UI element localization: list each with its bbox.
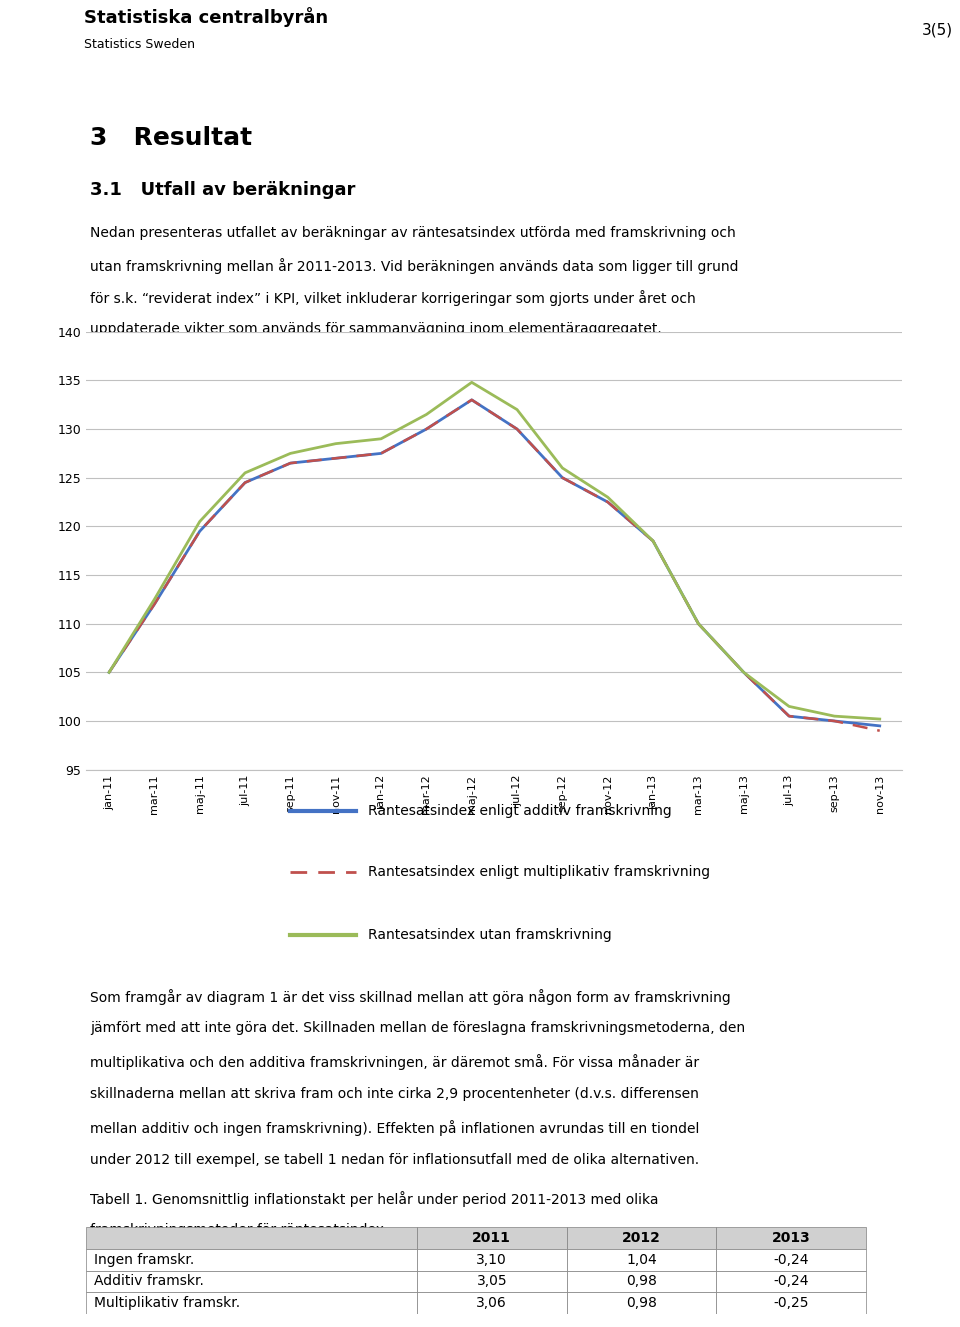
FancyBboxPatch shape — [86, 1271, 417, 1292]
Text: -0,24: -0,24 — [773, 1274, 808, 1289]
FancyBboxPatch shape — [716, 1292, 866, 1314]
Text: utan framskrivning mellan år 2011-2013. Vid beräkningen används data som ligger : utan framskrivning mellan år 2011-2013. … — [90, 259, 738, 275]
Text: 2012: 2012 — [622, 1231, 660, 1245]
Text: 2011: 2011 — [472, 1231, 512, 1245]
Text: -0,24: -0,24 — [773, 1253, 808, 1267]
FancyBboxPatch shape — [716, 1227, 866, 1249]
Text: SCB: SCB — [12, 20, 60, 40]
Text: 3.1   Utfall av beräkningar: 3.1 Utfall av beräkningar — [90, 182, 355, 199]
Text: 3,06: 3,06 — [476, 1296, 507, 1310]
Text: Rantesatsindex utan framskrivning: Rantesatsindex utan framskrivning — [368, 929, 612, 942]
Text: 0,98: 0,98 — [626, 1274, 657, 1289]
FancyBboxPatch shape — [417, 1292, 566, 1314]
Text: Som framgår av diagram 1 är det viss skillnad mellan att göra någon form av fram: Som framgår av diagram 1 är det viss ski… — [90, 989, 731, 1005]
Text: Tabell 1. Genomsnittlig inflationstakt per helår under period 2011-2013 med olik: Tabell 1. Genomsnittlig inflationstakt p… — [90, 1190, 659, 1206]
FancyBboxPatch shape — [566, 1292, 716, 1314]
FancyBboxPatch shape — [716, 1249, 866, 1271]
Text: mellan additiv och ingen framskrivning). Effekten på inflationen avrundas till e: mellan additiv och ingen framskrivning).… — [90, 1120, 700, 1136]
Text: jämfört med att inte göra det. Skillnaden mellan de föreslagna framskrivningsmet: jämfört med att inte göra det. Skillnade… — [90, 1022, 745, 1035]
FancyBboxPatch shape — [566, 1271, 716, 1292]
Text: Ingen framskr.: Ingen framskr. — [94, 1253, 195, 1267]
Text: Rantesatsindex enligt additiv framskrivning: Rantesatsindex enligt additiv framskrivn… — [368, 804, 672, 817]
Text: framskrivningsmetoder för räntesatsindex: framskrivningsmetoder för räntesatsindex — [90, 1223, 384, 1238]
FancyBboxPatch shape — [86, 1227, 417, 1249]
FancyBboxPatch shape — [716, 1271, 866, 1292]
Text: 3(5): 3(5) — [922, 23, 952, 37]
Text: -0,25: -0,25 — [773, 1296, 808, 1310]
Text: multiplikativa och den additiva framskrivningen, är däremot små. För vissa månad: multiplikativa och den additiva framskri… — [90, 1054, 699, 1071]
FancyBboxPatch shape — [417, 1227, 566, 1249]
Text: Diagram 1. Diagram över räntesatsindex med och utan framskrivning dec 2010=100: Diagram 1. Diagram över räntesatsindex m… — [90, 390, 684, 403]
Text: för s.k. “reviderat index” i KPI, vilket inkluderar korrigeringar som gjorts und: för s.k. “reviderat index” i KPI, vilket… — [90, 291, 696, 307]
Text: Multiplikativ framskr.: Multiplikativ framskr. — [94, 1296, 240, 1310]
Text: skillnaderna mellan att skriva fram och inte cirka 2,9 procentenheter (d.v.s. di: skillnaderna mellan att skriva fram och … — [90, 1087, 699, 1101]
Text: Statistiska centralbyrån: Statistiska centralbyrån — [84, 7, 328, 27]
FancyBboxPatch shape — [417, 1249, 566, 1271]
Text: 3,10: 3,10 — [476, 1253, 507, 1267]
Text: Additiv framskr.: Additiv framskr. — [94, 1274, 204, 1289]
Text: under 2012 till exempel, se tabell 1 nedan för inflationsutfall med de olika alt: under 2012 till exempel, se tabell 1 ned… — [90, 1153, 699, 1166]
Text: 0,98: 0,98 — [626, 1296, 657, 1310]
Text: 2013: 2013 — [772, 1231, 810, 1245]
Text: Statistics Sweden: Statistics Sweden — [84, 38, 195, 52]
FancyBboxPatch shape — [417, 1271, 566, 1292]
Text: 3,05: 3,05 — [476, 1274, 507, 1289]
Text: Nedan presenteras utfallet av beräkningar av räntesatsindex utförda med framskri: Nedan presenteras utfallet av beräkninga… — [90, 227, 735, 240]
FancyBboxPatch shape — [566, 1249, 716, 1271]
Text: 3   Resultat: 3 Resultat — [90, 126, 252, 150]
FancyBboxPatch shape — [566, 1227, 716, 1249]
Text: uppdaterade vikter som används för sammanvägning inom elementäraggregatet.: uppdaterade vikter som används för samma… — [90, 322, 661, 337]
FancyBboxPatch shape — [86, 1249, 417, 1271]
Text: 1,04: 1,04 — [626, 1253, 657, 1267]
Text: Rantesatsindex enligt multiplikativ framskrivning: Rantesatsindex enligt multiplikativ fram… — [368, 865, 710, 878]
FancyBboxPatch shape — [86, 1292, 417, 1314]
